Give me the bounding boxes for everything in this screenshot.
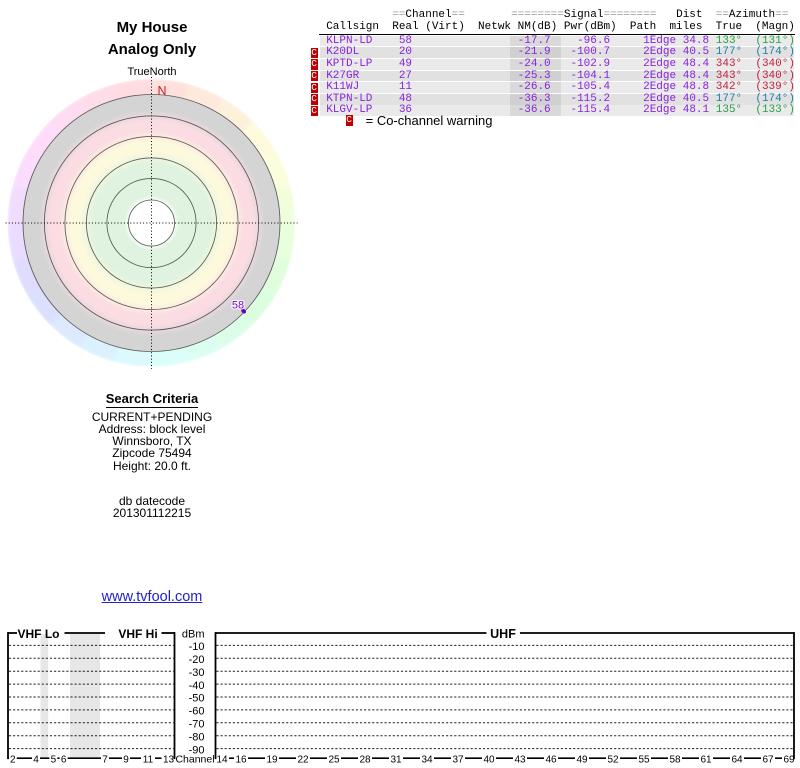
svg-text:VHF Lo: VHF Lo [18,627,60,641]
svg-text:-50: -50 [189,693,205,705]
svg-text:40: 40 [483,754,495,765]
svg-text:52: 52 [607,754,619,765]
svg-text:Channel: Channel [175,753,214,765]
svg-text:2: 2 [10,754,16,765]
svg-text:6: 6 [61,754,67,765]
svg-text:UHF: UHF [490,627,516,641]
svg-text:58: 58 [232,300,244,312]
svg-text:-10: -10 [189,641,205,653]
svg-text:14: 14 [216,754,228,765]
svg-text:34: 34 [421,754,433,765]
svg-text:7: 7 [102,754,108,765]
svg-text:19: 19 [266,754,278,765]
svg-text:-70: -70 [189,719,205,731]
svg-text:28: 28 [359,754,371,765]
svg-text:43: 43 [514,754,526,765]
svg-text:-60: -60 [189,706,205,718]
svg-text:58: 58 [669,754,681,765]
svg-text:46: 46 [545,754,557,765]
svg-text:25: 25 [328,754,340,765]
svg-text:11: 11 [143,754,154,765]
svg-text:4: 4 [33,754,39,765]
svg-text:64: 64 [731,754,743,765]
svg-text:22: 22 [297,754,309,765]
svg-text:-30: -30 [189,667,205,679]
svg-text:-20: -20 [189,654,205,666]
svg-text:13: 13 [163,754,175,765]
svg-text:5: 5 [51,754,57,765]
svg-text:61: 61 [700,754,712,765]
svg-text:-40: -40 [189,680,205,692]
svg-text:-80: -80 [189,731,205,743]
svg-text:69: 69 [783,754,795,765]
svg-text:16: 16 [235,754,247,765]
svg-text:31: 31 [390,754,402,765]
svg-text:dBm: dBm [182,629,205,641]
svg-text:N: N [157,84,166,98]
svg-text:49: 49 [576,754,588,765]
svg-text:VHF Hi: VHF Hi [118,627,157,641]
svg-text:37: 37 [452,754,464,765]
svg-text:67: 67 [762,754,774,765]
svg-text:9: 9 [123,754,129,765]
svg-text:-90: -90 [189,744,205,756]
svg-text:55: 55 [638,754,650,765]
